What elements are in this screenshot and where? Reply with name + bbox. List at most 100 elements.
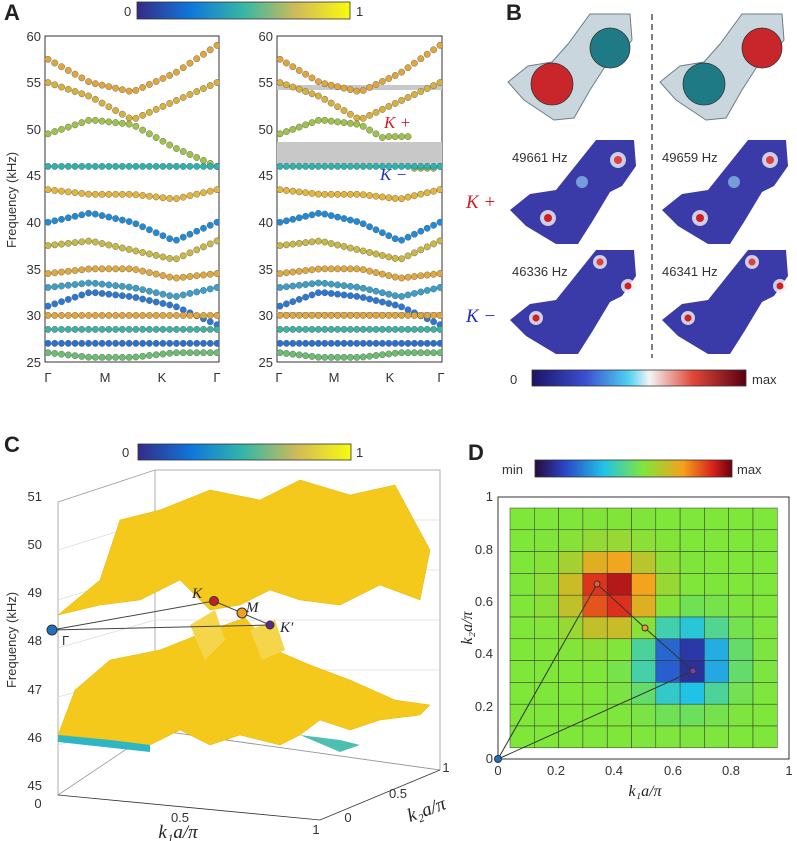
band-point <box>139 312 147 319</box>
band-point <box>282 241 290 249</box>
band-point <box>289 350 297 358</box>
a-ytick-30: 30 <box>27 308 41 323</box>
band-point <box>206 325 214 333</box>
panel-a-ylabel: Frequency (kHz) <box>4 152 19 248</box>
band-point <box>314 312 322 319</box>
band-point <box>206 46 214 54</box>
band-point <box>112 107 120 114</box>
heatmap-cell <box>655 594 681 618</box>
band-point <box>152 339 160 347</box>
freq-kplus-left: 49661 Hz <box>512 150 568 165</box>
band-point <box>321 312 329 319</box>
heatmap-cell <box>534 616 559 640</box>
heatmap-cell <box>582 507 608 531</box>
heatmap-cell <box>728 616 754 640</box>
band-point <box>430 221 437 229</box>
heatmap-cell <box>655 551 681 574</box>
band-point <box>277 218 284 226</box>
band-point <box>314 289 322 297</box>
band-point <box>378 270 386 278</box>
band-point <box>340 282 348 290</box>
a2-ytick-25: 25 <box>259 355 273 370</box>
band-point <box>64 162 72 170</box>
band-point <box>91 265 99 273</box>
band-point <box>366 192 373 199</box>
band-point <box>145 130 153 138</box>
band-point <box>308 353 316 360</box>
band-point <box>302 293 309 301</box>
band-point <box>166 273 174 281</box>
band-point <box>334 190 341 198</box>
band-point <box>186 290 194 297</box>
heatmap-cell <box>655 703 681 727</box>
band-point <box>308 266 316 274</box>
band-point <box>71 121 79 129</box>
band-point <box>391 255 399 262</box>
band-point <box>159 103 167 110</box>
band-point <box>78 238 86 246</box>
band-point <box>105 312 113 319</box>
panel-c-xlabel: k₁a/π <box>158 822 198 841</box>
band-point <box>334 312 341 319</box>
band-point <box>289 298 297 306</box>
band-point <box>139 286 147 294</box>
unit-cell-left <box>507 13 633 121</box>
band-point <box>340 243 348 250</box>
heatmap-cell <box>631 507 657 531</box>
band-point <box>45 339 52 347</box>
band-point <box>51 325 59 333</box>
d-marker-gamma <box>494 755 502 763</box>
band-point <box>308 291 316 299</box>
band-point <box>118 353 126 361</box>
band-point <box>302 339 309 347</box>
heatmap-cell <box>704 682 729 705</box>
a2-ytick-30: 30 <box>259 308 273 323</box>
band-point <box>327 290 335 297</box>
band-point <box>166 72 174 79</box>
band-point <box>105 353 113 361</box>
band-point <box>152 78 160 85</box>
band-point <box>423 189 431 197</box>
band-point <box>132 162 140 170</box>
band-point <box>85 289 92 297</box>
band-point <box>302 281 309 288</box>
band-point <box>132 294 140 301</box>
band-point <box>423 50 431 58</box>
band-point <box>125 87 133 95</box>
band-point <box>308 211 316 219</box>
band-point <box>118 86 126 94</box>
band-point <box>132 122 140 130</box>
band-point <box>132 114 140 122</box>
band-point <box>302 212 309 220</box>
band-point <box>282 81 290 89</box>
heatmap-cell <box>655 529 681 552</box>
band-point <box>186 249 194 257</box>
band-point <box>372 339 380 347</box>
band-point <box>193 55 201 63</box>
band-point <box>166 100 174 107</box>
heatmap-cell <box>558 507 584 531</box>
band-point <box>346 353 354 361</box>
band-point <box>385 312 393 319</box>
band-point <box>295 162 303 170</box>
band-point <box>327 162 335 170</box>
teal-disk-right <box>682 62 726 106</box>
heatmap-cell <box>582 682 608 705</box>
band-point <box>334 281 341 289</box>
band-point <box>277 130 284 138</box>
band-point <box>105 118 113 126</box>
heatmap-cell <box>752 573 778 596</box>
band-point <box>372 297 380 304</box>
band-point <box>186 59 194 67</box>
band-point <box>295 296 303 303</box>
heatmap-cell <box>509 703 535 727</box>
band-point <box>105 162 113 170</box>
band-point <box>132 266 140 274</box>
band-point <box>145 226 153 234</box>
band-point <box>366 84 373 91</box>
colorbar-d-min: min <box>502 462 523 477</box>
band-point <box>353 162 361 170</box>
mode-field-kminus-left <box>510 250 636 354</box>
band-point <box>340 265 348 273</box>
band-point <box>282 217 290 225</box>
